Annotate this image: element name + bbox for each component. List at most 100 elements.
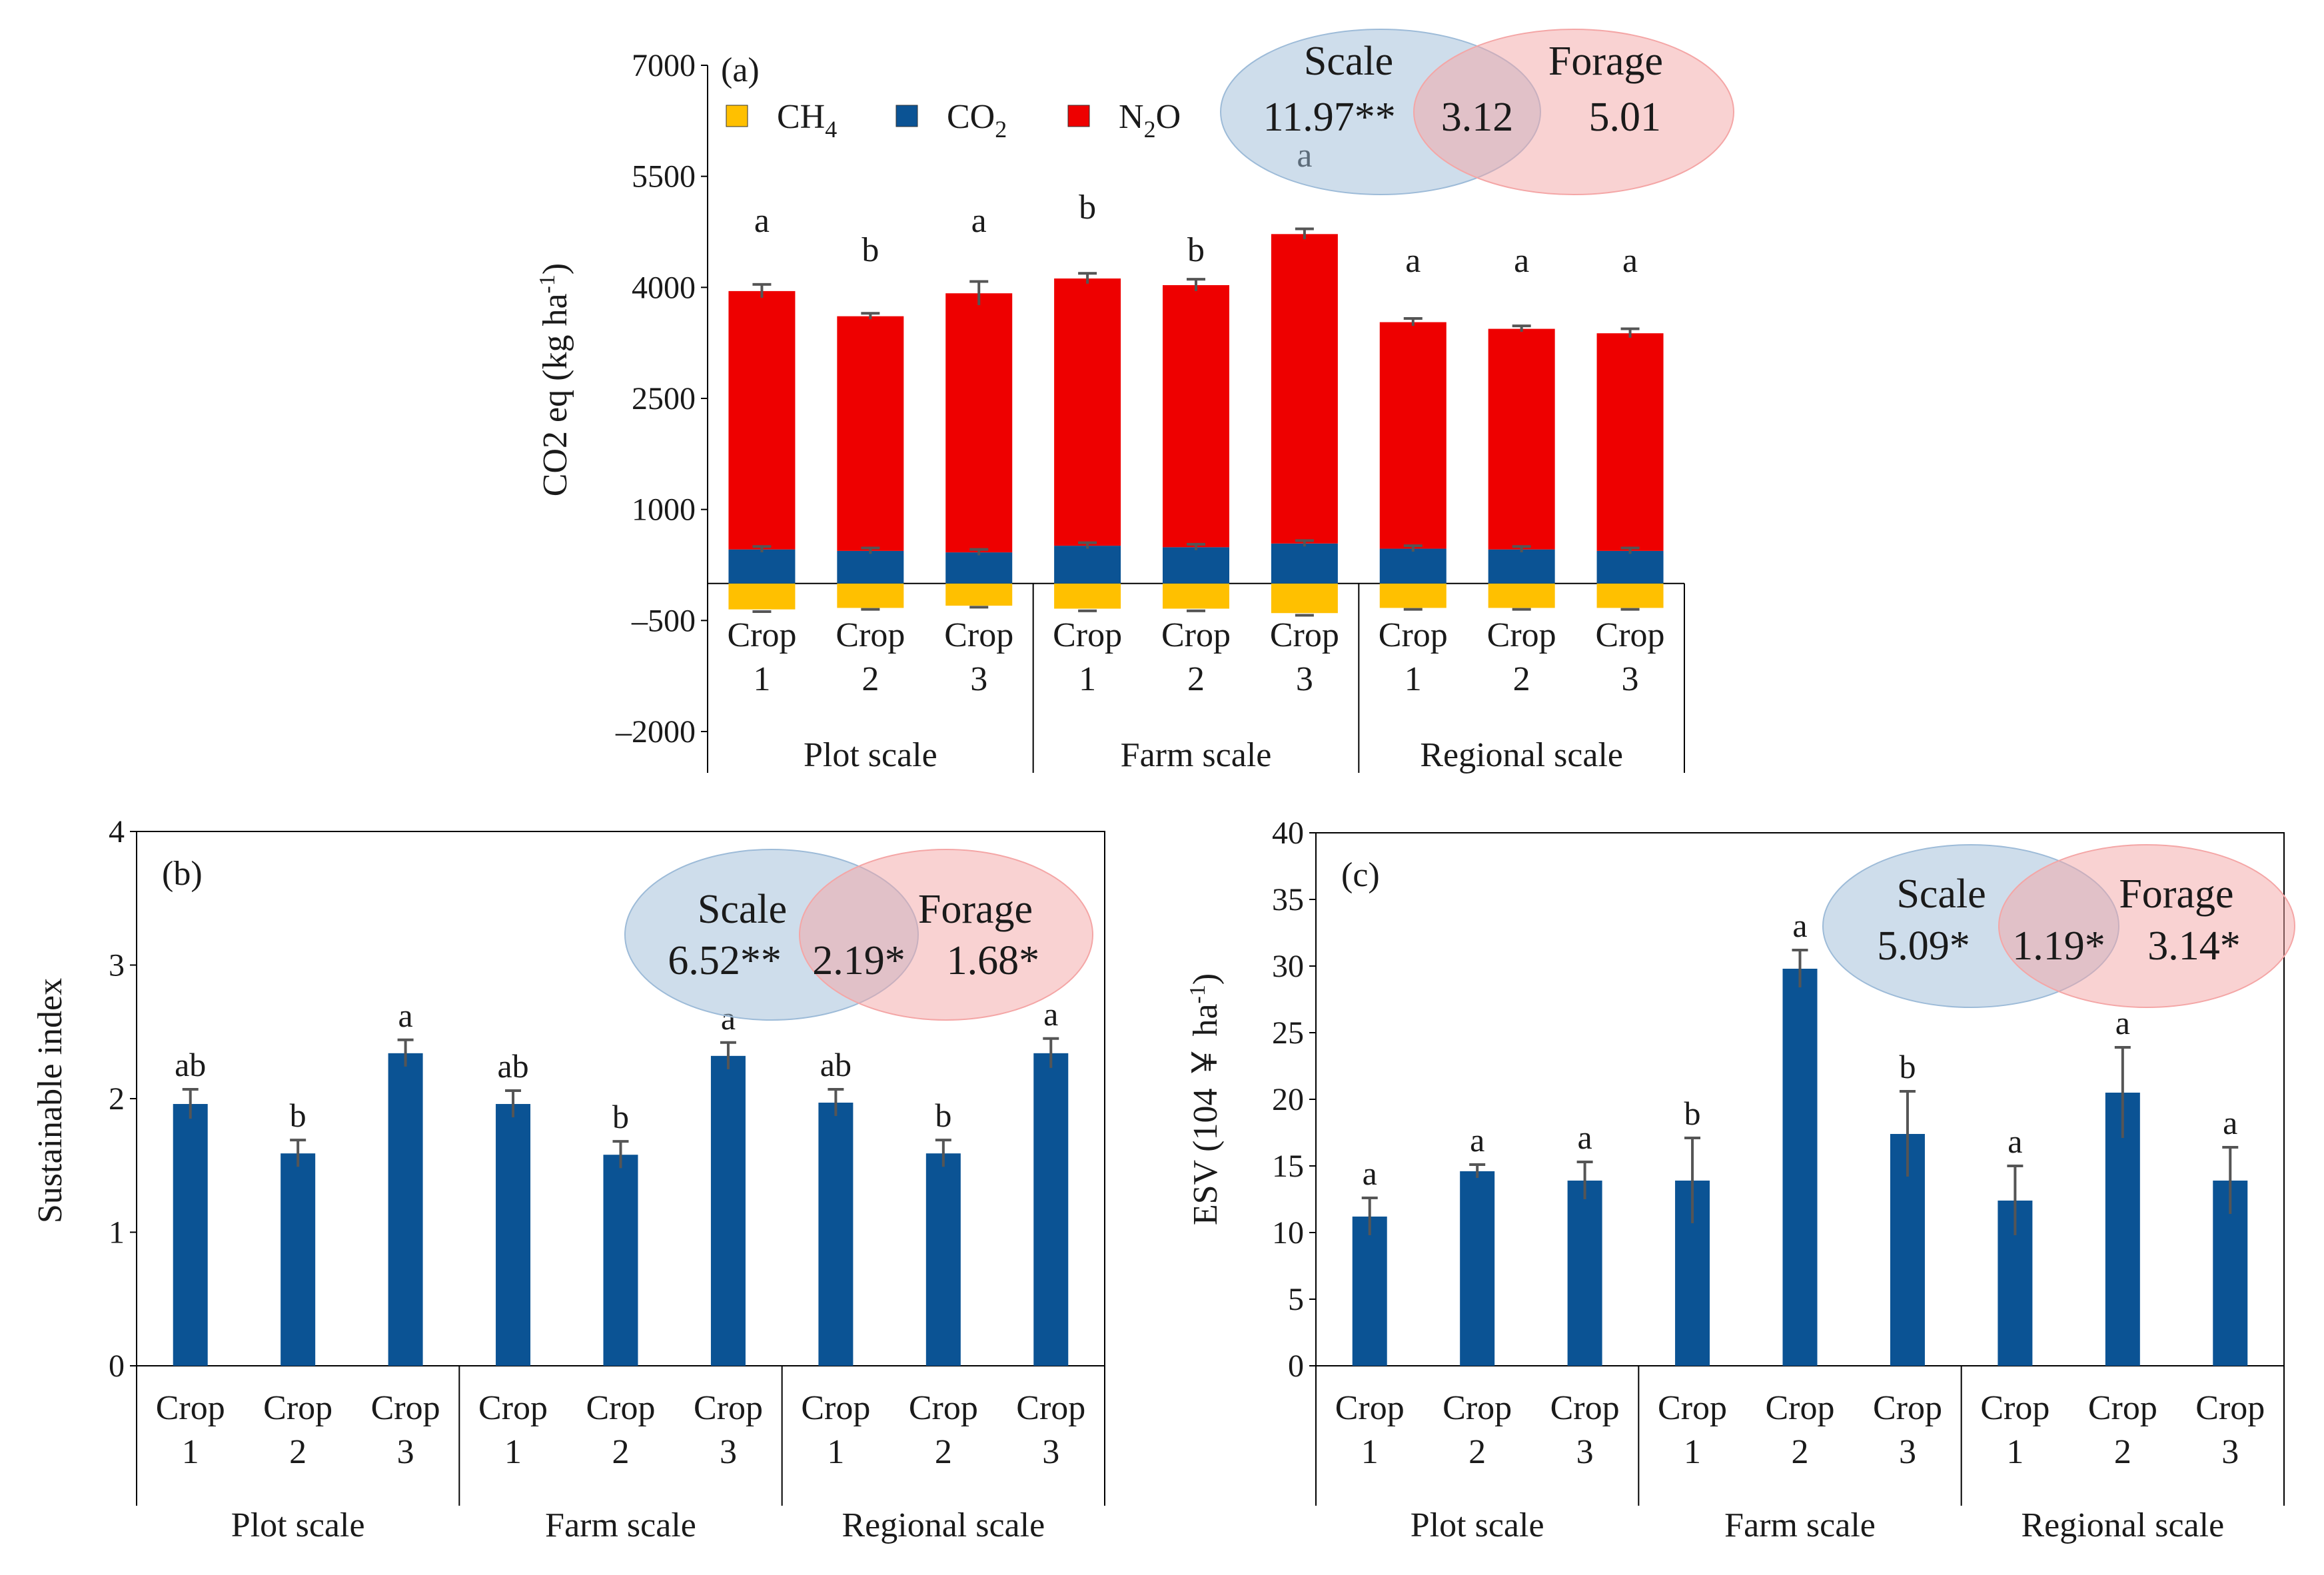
venn-forage-title: Forage bbox=[918, 887, 1033, 932]
y-tick-label: 25 bbox=[1272, 1015, 1304, 1051]
y-axis-label: CO2 eq (kg ha-1) bbox=[535, 263, 574, 496]
x-category-number: 1 bbox=[1361, 1433, 1379, 1471]
x-category-label: Crop 1 bbox=[1980, 1389, 2049, 1471]
bar-co2 bbox=[1379, 548, 1447, 584]
x-category-number: 1 bbox=[2006, 1433, 2024, 1471]
significance-letter: a bbox=[754, 202, 770, 240]
bar bbox=[388, 1053, 423, 1366]
x-category-label: Crop 3 bbox=[694, 1389, 763, 1471]
x-category-label: Crop 3 bbox=[1873, 1389, 1942, 1471]
x-category-word: Crop bbox=[371, 1389, 440, 1427]
legend-label-sub: 2 bbox=[1144, 116, 1156, 143]
y-tick-label: –2000 bbox=[615, 714, 696, 750]
significance-letter: a bbox=[1363, 1155, 1377, 1192]
x-category-label: Crop 2 bbox=[836, 616, 905, 698]
bar-co2 bbox=[837, 550, 904, 584]
bar-n2o bbox=[837, 316, 904, 551]
y-tick-label: 35 bbox=[1272, 882, 1304, 917]
x-category-number: 1 bbox=[1684, 1433, 1701, 1471]
y-tick-label: 5 bbox=[1288, 1282, 1304, 1317]
x-category-label: Crop 2 bbox=[1766, 1389, 1835, 1471]
y-tick-label: 3 bbox=[109, 948, 125, 983]
bar bbox=[496, 1104, 531, 1366]
significance-letter: a bbox=[1622, 242, 1638, 280]
x-category-number: 3 bbox=[720, 1433, 737, 1471]
significance-letter: b bbox=[290, 1097, 306, 1134]
y-axis-label-end: ) bbox=[1187, 973, 1225, 985]
bar-co2 bbox=[1271, 543, 1338, 584]
significance-letter: b bbox=[1684, 1095, 1701, 1132]
bar bbox=[603, 1155, 638, 1366]
x-category-word: Crop bbox=[1270, 616, 1339, 654]
x-group-label: Regional scale bbox=[1420, 736, 1623, 774]
x-category-number: 2 bbox=[612, 1433, 630, 1471]
significance-letter: a bbox=[2008, 1123, 2022, 1160]
x-category-number: 3 bbox=[2221, 1433, 2239, 1471]
significance-letter: a bbox=[971, 202, 987, 240]
venn-forage-title: Forage bbox=[2119, 871, 2233, 917]
bar-n2o bbox=[945, 293, 1013, 553]
x-category-word: Crop bbox=[909, 1389, 978, 1427]
bar-n2o bbox=[1379, 322, 1447, 549]
bar-n2o bbox=[1488, 328, 1555, 550]
x-category-label: Crop 3 bbox=[1016, 1389, 1085, 1471]
x-group-label: Regional scale bbox=[2021, 1506, 2224, 1544]
venn-forage-ellipse bbox=[1413, 29, 1734, 195]
x-category-label: Crop 2 bbox=[263, 1389, 332, 1471]
bar bbox=[1352, 1217, 1387, 1366]
x-category-label: Crop 1 bbox=[1658, 1389, 1727, 1471]
significance-letter: a bbox=[1578, 1119, 1592, 1156]
venn-scale-title: Scale bbox=[698, 887, 787, 932]
x-category-word: Crop bbox=[1379, 616, 1448, 654]
y-tick-label: 2 bbox=[109, 1081, 125, 1117]
legend-label-main: CH bbox=[777, 98, 825, 136]
significance-letter: b bbox=[935, 1097, 951, 1134]
y-tick-label: 4000 bbox=[632, 270, 696, 305]
bar bbox=[173, 1104, 208, 1366]
x-category-word: Crop bbox=[1980, 1389, 2049, 1427]
x-category-label: Crop 1 bbox=[727, 616, 796, 698]
x-category-word: Crop bbox=[1766, 1389, 1835, 1427]
bar-n2o bbox=[1163, 285, 1229, 548]
x-category-word: Crop bbox=[1487, 616, 1556, 654]
bar-n2o bbox=[1054, 278, 1121, 546]
bar bbox=[1460, 1171, 1495, 1366]
bar-ch4 bbox=[1488, 583, 1555, 608]
venn-forage-value: 3.14* bbox=[2147, 923, 2241, 969]
bar-ch4 bbox=[837, 583, 904, 608]
y-tick-label: 40 bbox=[1272, 815, 1304, 851]
x-group-label: Plot scale bbox=[1411, 1506, 1544, 1544]
x-category-word: Crop bbox=[836, 616, 905, 654]
x-category-word: Crop bbox=[1161, 616, 1231, 654]
legend-label-n2o: N2O bbox=[1119, 98, 1181, 143]
x-category-label: Crop 1 bbox=[1053, 616, 1122, 698]
bar-ch4 bbox=[1596, 583, 1664, 608]
y-axis-label-sup: -1 bbox=[1185, 985, 1210, 1003]
x-category-label: Crop 1 bbox=[478, 1389, 548, 1471]
venn-forage-value: 1.68* bbox=[947, 938, 1040, 983]
bar-co2 bbox=[1054, 546, 1121, 584]
bar-n2o bbox=[728, 290, 796, 550]
bar-co2 bbox=[1488, 549, 1555, 584]
venn-scale-value: 5.09* bbox=[1877, 923, 1970, 969]
x-category-number: 2 bbox=[2114, 1433, 2131, 1471]
panel-c-chart: 0 5 10 15 20 25 30 35 40 a a a b a b a a a Crop 1 Crop 2 Crop 3… bbox=[1185, 815, 2295, 1544]
x-category-word: Crop bbox=[1596, 616, 1665, 654]
y-axis-label-end: ) bbox=[536, 263, 574, 274]
legend-label-main: CO bbox=[947, 98, 995, 136]
significance-letter: b bbox=[1187, 231, 1205, 269]
x-category-number: 2 bbox=[1468, 1433, 1486, 1471]
bar-ch4 bbox=[1271, 583, 1338, 614]
significance-letter: a bbox=[1470, 1121, 1484, 1159]
bar bbox=[818, 1103, 854, 1366]
x-category-word: Crop bbox=[1053, 616, 1122, 654]
bar-co2 bbox=[728, 549, 796, 584]
x-category-label: Crop 3 bbox=[1550, 1389, 1620, 1471]
x-category-number: 1 bbox=[827, 1433, 844, 1471]
venn-forage-value: 5.01 bbox=[1589, 95, 1662, 140]
panel-a-chart: 70005500400025001000–500–2000ababbaaaaCr… bbox=[535, 29, 1734, 774]
x-category-label: Crop 1 bbox=[801, 1389, 870, 1471]
x-category-word: Crop bbox=[1873, 1389, 1942, 1427]
y-tick-label: 7000 bbox=[632, 48, 696, 83]
x-category-word: Crop bbox=[478, 1389, 548, 1427]
